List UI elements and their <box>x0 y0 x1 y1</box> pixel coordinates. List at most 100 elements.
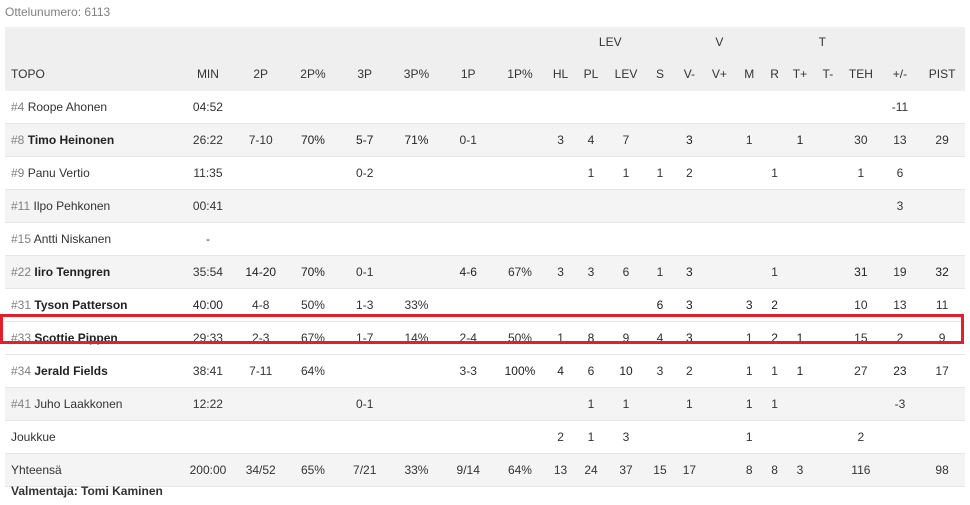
stat-cell <box>734 189 764 223</box>
column-header[interactable]: R <box>763 58 786 91</box>
column-header[interactable]: 1P% <box>494 58 546 91</box>
column-header[interactable]: 3P <box>338 58 391 91</box>
stat-cell <box>546 289 575 322</box>
stat-cell: 6 <box>606 255 646 289</box>
stat-cell: 3 <box>545 123 576 157</box>
column-header[interactable]: TEH <box>841 58 881 91</box>
stat-cell: 40:00 <box>192 298 223 312</box>
stat-cell: 13 <box>893 298 907 312</box>
stat-cell <box>391 157 443 190</box>
column-header-row: TOPO MIN 2P 2P% 3P 3P% 1P 1P% HL PL LEV S V- V+ M R T+ T-… <box>5 58 965 91</box>
stat-cell <box>674 189 705 223</box>
stat-cell <box>287 91 339 124</box>
stat-cell: 27 <box>854 364 868 378</box>
stat-cell <box>645 421 674 454</box>
stat-cell <box>234 91 287 124</box>
stat-cell: 38:41 <box>192 364 223 378</box>
column-header[interactable]: T+ <box>785 58 815 91</box>
stat-cell <box>645 123 675 157</box>
stat-cell: 3 <box>656 364 664 378</box>
table-row: #15 Antti Niskanen - <box>5 223 965 256</box>
player-cell[interactable]: Yhteensä <box>5 453 182 487</box>
stat-cell: 19 <box>880 255 920 289</box>
stat-cell <box>234 223 287 256</box>
stat-cell <box>442 421 494 454</box>
stat-cell: 6 <box>587 364 595 378</box>
stat-cell: 8 <box>575 321 607 355</box>
stat-cell: 12:22 <box>181 387 235 421</box>
stat-cell: 1-7 <box>338 321 391 355</box>
player-cell[interactable]: Joukkue <box>5 421 182 454</box>
stat-cell <box>287 223 339 256</box>
stat-cell <box>575 289 606 322</box>
column-header[interactable]: PL <box>575 58 607 91</box>
player-name: Jerald Fields <box>34 364 108 378</box>
stat-cell <box>704 387 735 421</box>
stat-cell: 26:22 <box>181 123 235 157</box>
player-cell[interactable]: #33 Scottie Pippen <box>5 321 182 355</box>
player-number: #22 <box>11 265 32 279</box>
stat-cell: 1 <box>857 166 865 180</box>
column-header[interactable]: 1P <box>442 58 495 91</box>
stat-cell <box>704 223 734 256</box>
stat-cell: 4 <box>557 364 564 378</box>
stat-cell <box>339 91 391 124</box>
column-header[interactable]: T- <box>814 58 842 91</box>
stat-cell <box>494 189 546 223</box>
stat-cell <box>763 123 786 157</box>
stat-cell <box>494 421 546 454</box>
column-header[interactable]: PIST <box>919 58 965 91</box>
stat-cell: 1-3 <box>356 298 374 312</box>
stat-cell: 2 <box>557 430 564 444</box>
player-name: Yhteensä <box>11 463 62 477</box>
player-cell[interactable]: #34 Jerald Fields <box>5 355 182 388</box>
column-header[interactable]: LEV <box>606 58 646 91</box>
player-cell[interactable]: #41 Juho Laakkonen <box>5 387 182 421</box>
stat-cell <box>814 123 842 157</box>
stat-cell <box>575 223 606 256</box>
player-cell[interactable]: #4 Roope Ahonen <box>5 91 182 124</box>
stat-cell: 32 <box>919 255 965 289</box>
stat-cell <box>880 453 920 487</box>
stat-cell <box>234 189 288 223</box>
stat-cell <box>494 387 546 421</box>
stat-cell <box>287 421 339 454</box>
stat-cell <box>675 91 704 124</box>
stat-cell: 2-4 <box>442 321 495 355</box>
column-header[interactable]: V+ <box>704 58 735 91</box>
table-row: #41 Juho Laakkonen 12:22 0-1 1 1 1 1 1 -3 <box>5 387 965 421</box>
column-header[interactable]: MIN <box>181 58 235 91</box>
stat-cell <box>814 453 842 487</box>
player-cell[interactable]: #15 Antti Niskanen <box>5 223 182 256</box>
column-header[interactable]: 3P% <box>390 58 443 91</box>
player-cell[interactable]: #22 Iiro Tenngren <box>5 255 182 289</box>
stat-cell <box>339 421 391 454</box>
stat-cell: 2-3 <box>234 321 288 355</box>
player-cell[interactable]: #31 Tyson Patterson <box>5 289 182 322</box>
coach-label: Valmentaja: Tomi Kaminen <box>11 484 163 498</box>
column-header[interactable]: 2P <box>234 58 288 91</box>
stat-cell <box>919 91 965 124</box>
column-header[interactable]: +/- <box>880 58 920 91</box>
column-header[interactable]: M <box>734 58 764 91</box>
stat-cell: 31 <box>841 255 881 289</box>
stat-cell: 100% <box>504 364 536 378</box>
stat-cell <box>546 223 575 256</box>
group-header-lev: LEV <box>545 27 675 58</box>
stat-cell: 2 <box>763 321 786 355</box>
player-cell[interactable]: #9 Panu Vertio <box>5 157 182 190</box>
stat-cell <box>763 189 786 223</box>
column-header[interactable]: HL <box>545 58 576 91</box>
column-header[interactable]: S <box>645 58 675 91</box>
column-header[interactable]: V- <box>674 58 705 91</box>
player-cell[interactable]: #11 Ilpo Pehkonen <box>5 189 182 223</box>
stat-cell: 33% <box>404 298 429 312</box>
column-header[interactable]: TOPO <box>5 58 182 91</box>
column-header[interactable]: 2P% <box>287 58 339 91</box>
stat-cell <box>704 189 735 223</box>
stat-cell: 2 <box>880 321 920 355</box>
player-cell[interactable]: #8 Timo Heinonen <box>5 123 182 157</box>
stat-cell: 1 <box>771 166 778 180</box>
table-row: #4 Roope Ahonen 04:52 -11 <box>5 91 965 124</box>
stat-cell: 8 <box>763 453 786 487</box>
